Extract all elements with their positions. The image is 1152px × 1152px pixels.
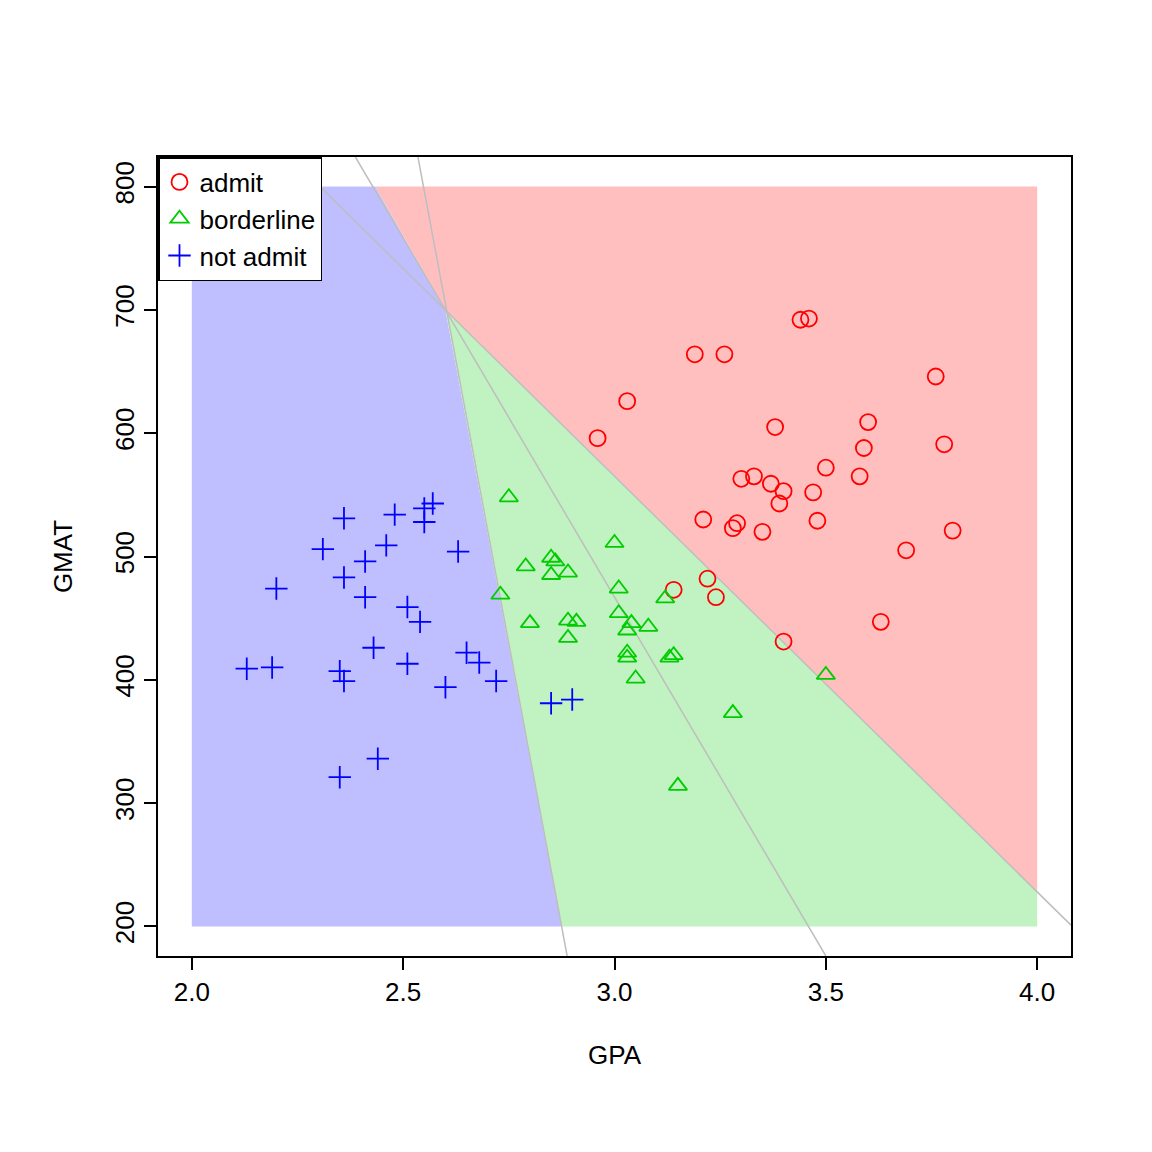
svg-text:2.0: 2.0 xyxy=(174,977,210,1007)
svg-text:700: 700 xyxy=(110,284,140,327)
svg-text:borderline: borderline xyxy=(200,205,316,235)
svg-text:3.0: 3.0 xyxy=(596,977,632,1007)
svg-text:600: 600 xyxy=(110,408,140,451)
svg-text:not admit: not admit xyxy=(200,242,308,272)
svg-text:300: 300 xyxy=(110,778,140,821)
svg-text:3.5: 3.5 xyxy=(808,977,844,1007)
svg-text:400: 400 xyxy=(110,654,140,697)
svg-text:200: 200 xyxy=(110,901,140,944)
svg-text:2.5: 2.5 xyxy=(385,977,421,1007)
svg-text:GMAT: GMAT xyxy=(48,520,78,593)
svg-text:4.0: 4.0 xyxy=(1019,977,1055,1007)
svg-text:500: 500 xyxy=(110,531,140,574)
svg-text:GPA: GPA xyxy=(588,1040,642,1070)
svg-text:800: 800 xyxy=(110,161,140,204)
svg-text:admit: admit xyxy=(200,168,264,198)
